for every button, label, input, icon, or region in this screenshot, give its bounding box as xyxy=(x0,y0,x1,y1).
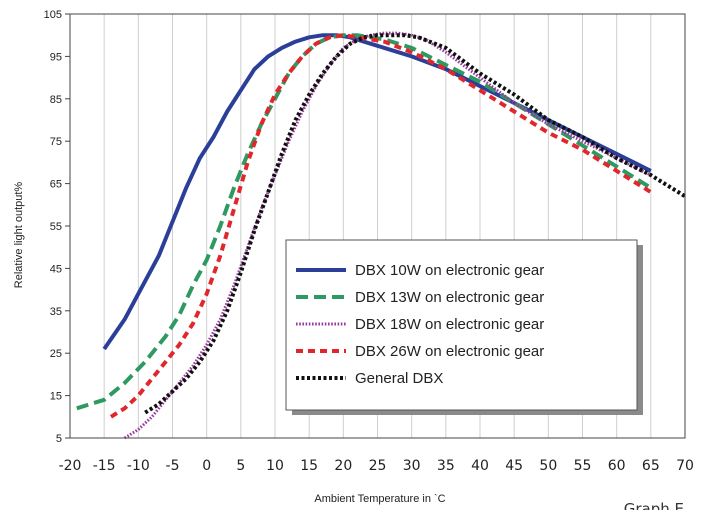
x-tick-label: -20 xyxy=(59,458,82,474)
x-tick-label: 40 xyxy=(471,458,489,474)
y-tick-label: 15 xyxy=(50,391,62,403)
x-tick-label: 10 xyxy=(266,458,284,474)
y-tick-label: 45 xyxy=(50,263,62,275)
x-tick-label: 60 xyxy=(608,458,626,474)
series-line-2 xyxy=(76,33,652,411)
series-line-4 xyxy=(109,33,652,419)
x-tick-label: 25 xyxy=(369,458,387,474)
y-tick-label: 105 xyxy=(44,9,62,21)
x-tick-label: 70 xyxy=(676,458,694,474)
x-tick-label: 5 xyxy=(236,458,245,474)
graph-caption: Graph E xyxy=(624,500,684,510)
x-tick-label: 35 xyxy=(437,458,455,474)
x-tick-label: -10 xyxy=(127,458,150,474)
y-tick-label: 55 xyxy=(50,221,62,233)
legend-entry: General DBX xyxy=(355,370,443,387)
legend-entry: DBX 18W on electronic gear xyxy=(355,316,544,333)
x-axis-label: Ambient Temperature in ˋC xyxy=(314,493,445,505)
x-tick-label: 45 xyxy=(505,458,523,474)
y-tick-label: 75 xyxy=(50,136,62,148)
x-tick-label: 20 xyxy=(334,458,352,474)
x-axis-ticks: -20 -15 -10 -5 0 5 10 15 20 25 30 35 40 45 50 55 60 65 70 xyxy=(59,458,694,474)
y-tick-label: 25 xyxy=(50,348,62,360)
y-tick-label: 35 xyxy=(50,306,62,318)
x-tick-label: -15 xyxy=(93,458,116,474)
x-tick-label: 65 xyxy=(642,458,660,474)
x-tick-label: 50 xyxy=(539,458,557,474)
legend: DBX 10W on electronic gear DBX 13W on ele… xyxy=(285,239,643,415)
x-tick-label: 30 xyxy=(403,458,421,474)
y-tick-label: 95 xyxy=(50,51,62,63)
y-tick-label: 5 xyxy=(56,433,62,445)
legend-entry: DBX 13W on electronic gear xyxy=(355,289,544,306)
x-tick-label: 55 xyxy=(574,458,592,474)
x-tick-label: -5 xyxy=(166,458,180,474)
y-axis-label: Relative light output% xyxy=(13,182,25,289)
series-line-3 xyxy=(123,31,652,440)
y-axis-ticks: 5 15 25 35 45 55 65 75 85 95 105 xyxy=(44,9,70,445)
legend-entry: DBX 10W on electronic gear xyxy=(355,262,544,279)
x-tick-label: 0 xyxy=(202,458,211,474)
x-tick-label: 15 xyxy=(300,458,318,474)
legend-entry: DBX 26W on electronic gear xyxy=(355,343,544,360)
series-line-1 xyxy=(102,33,652,351)
y-tick-label: 65 xyxy=(50,179,62,191)
series-lines xyxy=(76,31,687,440)
y-tick-label: 85 xyxy=(50,94,62,106)
